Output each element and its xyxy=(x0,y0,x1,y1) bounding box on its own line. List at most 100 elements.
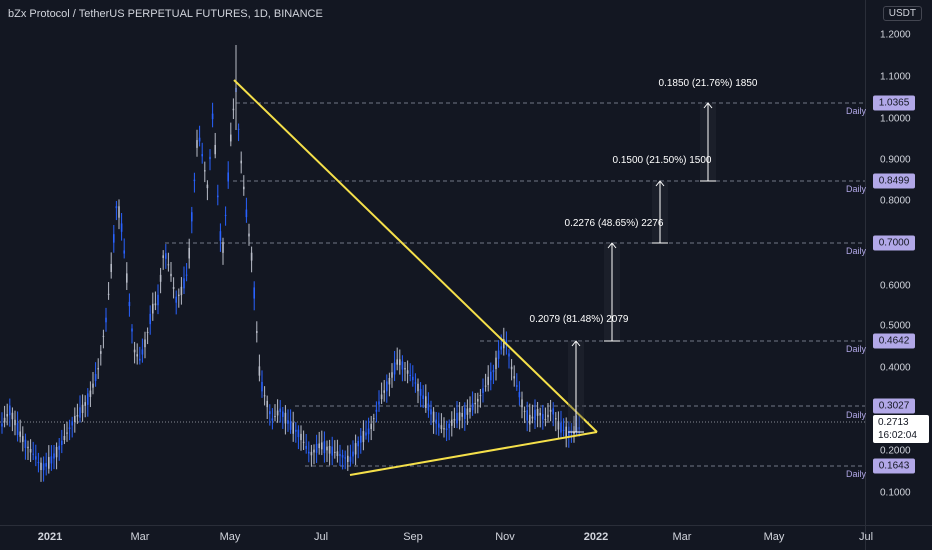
candle-body xyxy=(500,346,502,350)
upper-trendline xyxy=(233,79,598,433)
candle-body xyxy=(505,339,508,345)
measurement-label: 0.2079 (81.48%) 2079 xyxy=(529,314,629,325)
candle-body xyxy=(133,349,136,353)
candle-body xyxy=(310,451,313,456)
candle-body xyxy=(484,385,487,387)
candle-body xyxy=(211,113,214,120)
candle-body xyxy=(144,339,146,348)
candle-body xyxy=(305,445,307,449)
candle-body xyxy=(396,359,398,365)
candle-body xyxy=(191,212,193,222)
lower-trendline xyxy=(349,431,598,476)
candle-body xyxy=(562,429,565,431)
candle-body xyxy=(185,274,188,276)
candle-body xyxy=(139,358,141,361)
candle-body xyxy=(120,223,123,232)
measure-arrowhead xyxy=(703,102,713,109)
candle-body xyxy=(178,294,180,297)
candle-body xyxy=(404,368,406,370)
candle-body xyxy=(11,412,14,420)
candle-body xyxy=(448,423,450,429)
candle-body xyxy=(453,418,456,421)
price-tick: 1.1000 xyxy=(880,71,911,83)
candle-body xyxy=(269,411,271,415)
measurement-label: 0.1850 (21.76%) 1850 xyxy=(658,78,758,89)
candle-body xyxy=(276,410,279,416)
price-tick: 0.5000 xyxy=(880,320,911,332)
candle-body xyxy=(432,411,435,422)
level-price-tag[interactable]: 0.8499 xyxy=(873,173,915,189)
candle-body xyxy=(469,407,471,413)
level-price-tag[interactable]: 0.1643 xyxy=(873,458,915,474)
candle-body xyxy=(414,382,417,384)
price-tick: 0.6000 xyxy=(880,280,911,292)
price-tick: 0.8000 xyxy=(880,195,911,207)
last-price: 0.2713 xyxy=(878,417,909,428)
candle-body xyxy=(84,402,86,406)
candle-body xyxy=(378,401,380,405)
candle-body xyxy=(193,179,196,182)
level-price-tag[interactable]: 0.3027 xyxy=(873,398,915,414)
candle-body xyxy=(172,287,175,289)
measurement-label: 0.2276 (48.65%) 2276 xyxy=(564,218,664,229)
candle-body xyxy=(300,433,302,441)
candle-body xyxy=(492,370,495,373)
candle-body xyxy=(443,428,445,430)
candle-body xyxy=(456,412,458,424)
candle-body xyxy=(245,209,248,218)
candle-body xyxy=(14,419,16,426)
candle-body xyxy=(487,376,489,385)
price-tick: 0.1000 xyxy=(880,487,911,499)
candle-body xyxy=(458,412,461,421)
level-timeframe-label: Daily xyxy=(846,344,867,354)
candle-body xyxy=(214,144,216,155)
currency-button[interactable]: USDT xyxy=(882,6,922,21)
candle-body xyxy=(263,395,266,397)
candle-body xyxy=(354,443,357,455)
candle-body xyxy=(352,451,354,457)
level-timeframe-label: Daily xyxy=(846,469,867,479)
candle-body xyxy=(45,463,47,467)
candle-body xyxy=(100,351,102,354)
candle-body xyxy=(497,350,500,359)
candle-body xyxy=(198,137,201,142)
candle-body xyxy=(479,395,482,397)
candle-body xyxy=(466,408,469,415)
candle-body xyxy=(406,370,409,374)
candle-body xyxy=(503,339,505,349)
candle-body xyxy=(1,423,3,427)
measurement-label: 0.1500 (21.50%) 1500 xyxy=(612,155,712,166)
candle-body xyxy=(435,419,437,424)
candle-body xyxy=(331,446,333,456)
level-price-tag[interactable]: 1.0365 xyxy=(873,95,915,111)
candle-body xyxy=(461,413,463,417)
candle-body xyxy=(393,362,396,375)
candle-body xyxy=(271,418,274,421)
last-price-box: 0.2713 16:02:04 xyxy=(873,415,929,443)
candle-body xyxy=(529,414,531,425)
candle-body xyxy=(380,394,383,400)
candle-body xyxy=(547,414,549,418)
candle-body xyxy=(297,429,300,438)
candle-body xyxy=(318,443,320,449)
candle-body xyxy=(149,313,151,325)
candle-body xyxy=(542,414,544,420)
date-tick: Jul xyxy=(858,531,874,543)
candle-body xyxy=(412,376,414,381)
measurement-arrows xyxy=(568,102,716,433)
candle-body xyxy=(292,422,294,434)
level-price-tag[interactable]: 0.7000 xyxy=(873,235,915,251)
candle-body xyxy=(422,395,424,400)
candle-body xyxy=(552,408,554,415)
candle-body xyxy=(362,431,365,443)
candle-body xyxy=(3,417,6,423)
level-price-tag[interactable]: 0.4642 xyxy=(873,333,915,349)
date-tick: May xyxy=(763,531,785,543)
candle-body xyxy=(308,451,310,454)
candle-body xyxy=(560,422,562,433)
trendlines xyxy=(233,79,598,476)
candle-body xyxy=(568,426,570,436)
candle-body xyxy=(282,411,284,417)
candle-body xyxy=(204,170,206,172)
